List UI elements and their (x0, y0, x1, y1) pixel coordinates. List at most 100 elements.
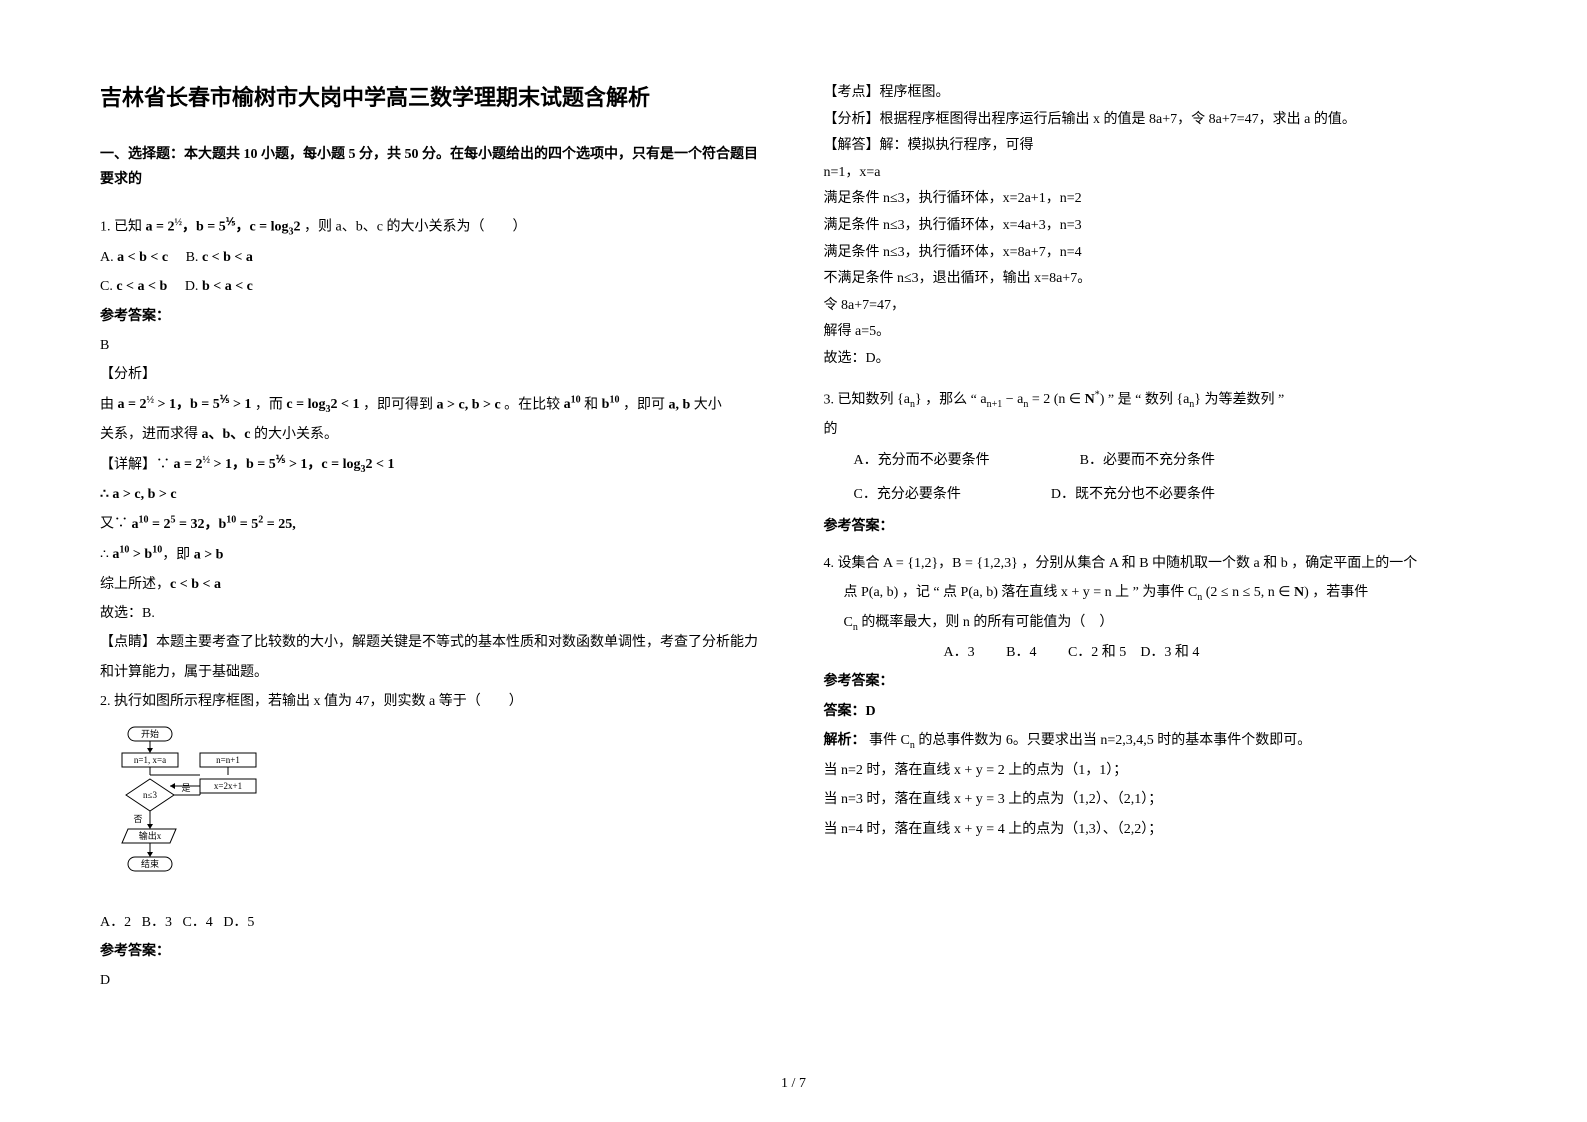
q4-optD: D．3 和 4 (1140, 645, 1199, 660)
t: 上 ” 为事件 (1115, 585, 1184, 600)
t: 和 (584, 397, 602, 412)
q1-options-row2: C. c < a < b D. b < a < c (100, 272, 764, 301)
q1-optB: c < b < a (202, 250, 253, 265)
t: ，那么 “ (925, 392, 977, 407)
m: an+1 − an = 2 (n ∈ N*) (980, 392, 1104, 407)
m: a10 (564, 397, 581, 412)
t: 为等差数列 ” (1205, 392, 1285, 407)
svg-text:n=n+1: n=n+1 (216, 755, 240, 765)
q1-fenxi-line2: 关系，进而求得 a、b、c 的大小关系。 (100, 420, 764, 449)
q2-stem: 2. 执行如图所示程序框图，若输出 x 值为 47，则实数 a 等于（ ） (100, 687, 764, 716)
svg-text:n≤3: n≤3 (143, 790, 157, 800)
m: a = 2½ > 1，b = 5⅕ > 1 (118, 397, 252, 412)
q1-stem: 1. 已知 a = 2½，b = 5⅕，c = log32 ，则 a、b、c 的… (100, 212, 764, 242)
t: 点 (844, 585, 858, 600)
t: 。在比较 (504, 397, 560, 412)
m: x + y = 4 (954, 822, 1005, 837)
q2-optD: D．5 (223, 915, 254, 930)
q1-optA-label: A. (100, 250, 114, 265)
q1-stem-prefix: 1. 已知 (100, 220, 142, 235)
q3-optD: D．既不充分也不必要条件 (1051, 478, 1215, 512)
q1-optC: c < a < b (116, 279, 167, 294)
q4-optA: A．3 (944, 645, 975, 660)
m: P(a, b) (961, 585, 998, 600)
right-column: 【考点】程序框图。 【分析】根据程序框图得出程序运行后输出 x 的值是 8a+7… (824, 80, 1488, 1040)
q1-xiangjie: 【详解】∵ a = 2½ > 1，b = 5⅕ > 1，c = log32 < … (100, 450, 764, 480)
q1-stem-suffix: ，则 a、b、c 的大小关系为（ ） (304, 220, 526, 235)
m: {an} (897, 392, 922, 407)
q1-optD-label: D. (185, 279, 199, 294)
q1-zong: 综上所述，c < b < a (100, 570, 764, 599)
q1-optC-label: C. (100, 279, 113, 294)
t: ，分别从集合 A 和 B 中随机取一个数 a 和 b ，确定平面上的一个 (1021, 556, 1417, 571)
q2-l7: 解得 a=5。 (824, 319, 1488, 346)
q2-l6: 令 8a+7=47， (824, 293, 1488, 320)
t: ，而 (255, 397, 283, 412)
q2-optA: A．2 (100, 915, 131, 930)
spacer (824, 373, 1488, 385)
flowchart-svg: 开始 n=1, x=a n=n+1 x=2x+1 (110, 725, 285, 900)
flow-start: 开始 (141, 728, 159, 739)
q4-l1: 当 n=2 时，落在直线 x + y = 2 上的点为（1，1）； (824, 756, 1488, 785)
text: 程序框图。 (880, 85, 950, 100)
t: 上的点为（1，1）； (1008, 763, 1127, 778)
m: c = log32 < 1 (286, 397, 359, 412)
label: 【详解】∵ (100, 457, 170, 472)
q4-ans-label: 参考答案： (824, 667, 1488, 696)
q2-kaodian: 【考点】程序框图。 (824, 80, 1488, 107)
m: Cn (901, 733, 915, 748)
t: 事件 (869, 733, 897, 748)
q2-ans-label: 参考答案： (100, 937, 764, 966)
m: b10 (602, 397, 620, 412)
q4-stem-3: Cn 的概率最大，则 n 的所有可能值为（ ） (824, 608, 1488, 638)
q1-ans: B (100, 331, 764, 360)
q2-fenxi: 【分析】根据程序框图得出程序运行后输出 x 的值是 8a+7，令 8a+7=47… (824, 107, 1488, 134)
label: 解析： (824, 733, 866, 748)
q3-optA: A．充分而不必要条件 (854, 444, 990, 478)
t: 的总事件数为 6。只要求出当 n=2,3,4,5 时的基本事件个数即可。 (918, 733, 1311, 748)
q2-optB: B．3 (142, 915, 172, 930)
q2-l2: 满足条件 n≤3，执行循环体，x=2a+1，n=2 (824, 186, 1488, 213)
q3-options-row1: A．充分而不必要条件 B．必要而不充分条件 (824, 444, 1488, 478)
q4-stem-2: 点 P(a, b) ，记 “ 点 P(a, b) 落在直线 x + y = n … (824, 578, 1488, 608)
page-footer: 1 / 7 (781, 1076, 806, 1092)
q3-optC: C．充分必要条件 (854, 478, 961, 512)
label: 【点睛】 (100, 635, 156, 650)
t: 3. 已知数列 (824, 392, 894, 407)
label: 【解答】 (824, 138, 880, 153)
q4-options: A．3 B．4 C．2 和 5 D．3 和 4 (824, 638, 1488, 667)
t: 上的点为（1,2）、（2,1）； (1008, 792, 1162, 807)
q3-stem: 3. 已知数列 {an} ，那么 “ an+1 − an = 2 (n ∈ N*… (824, 385, 1488, 415)
q4-optC: C．2 和 5 (1068, 645, 1126, 660)
m: Cn (2 ≤ n ≤ 5, n ∈ N) (1188, 585, 1309, 600)
m: x + y = 2 (954, 763, 1005, 778)
t: 的概率最大，则 n 的所有可能值为（ ） (861, 615, 1113, 630)
q1-you: 又∵ a10 = 25 = 32，b10 = 52 = 25, (100, 509, 764, 539)
q2-l4: 满足条件 n≤3，执行循环体，x=8a+7，n=4 (824, 240, 1488, 267)
svg-text:n=1, x=a: n=1, x=a (134, 755, 166, 765)
q1-so2: ∴ a10 > b10，即 a > b (100, 540, 764, 570)
t: ” 是 “ 数列 (1108, 392, 1173, 407)
q2-l5: 不满足条件 n≤3，退出循环，输出 x=8a+7。 (824, 266, 1488, 293)
t: ，若事件 (1312, 585, 1368, 600)
q2-options: A．2 B．3 C．4 D．5 (100, 908, 764, 937)
q4-l2: 当 n=3 时，落在直线 x + y = 3 上的点为（1,2）、（2,1）； (824, 785, 1488, 814)
m: a = 2½ > 1，b = 5⅕ > 1，c = log32 < 1 (174, 457, 395, 472)
svg-text:是: 是 (181, 783, 190, 793)
q1-so1: ∴ a > c, b > c (100, 480, 764, 509)
svg-text:输出x: 输出x (139, 830, 162, 841)
q3-stem-e: 的 (824, 415, 1488, 444)
q3-ans-label: 参考答案： (824, 512, 1488, 541)
t: 4. 设集合 (824, 556, 880, 571)
t: ，记 “ 点 (902, 585, 957, 600)
page-columns: 吉林省长春市榆树市大岗中学高三数学理期末试题含解析 一、选择题：本大题共 10 … (100, 80, 1487, 1040)
q3-options-row2: C．充分必要条件 D．既不充分也不必要条件 (824, 478, 1488, 512)
section-heading: 一、选择题：本大题共 10 小题，每小题 5 分，共 50 分。在每小题给出的四… (100, 142, 764, 192)
t: 当 n=3 时，落在直线 (824, 792, 951, 807)
m: Cn (844, 615, 858, 630)
svg-text:否: 否 (133, 814, 142, 824)
m: {an} (1176, 392, 1201, 407)
q2-l8: 故选：D。 (824, 346, 1488, 373)
page-title: 吉林省长春市榆树市大岗中学高三数学理期末试题含解析 (100, 80, 764, 112)
m: a > c, b > c (437, 397, 501, 412)
